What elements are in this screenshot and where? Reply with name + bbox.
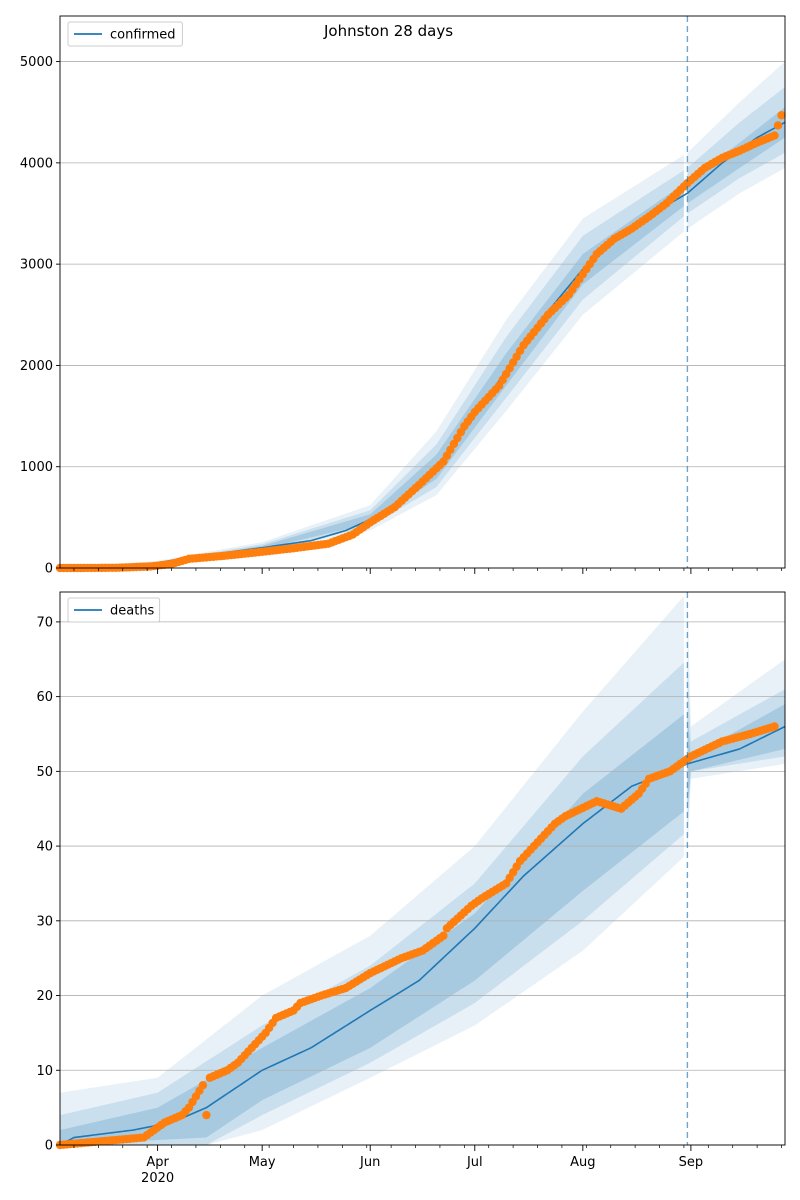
deaths-plot-frame [59, 591, 786, 1146]
legend-label-confirmed: confirmed [110, 28, 176, 43]
y-tick-label: 0 [45, 562, 53, 577]
observed-point [770, 131, 779, 140]
uncertainty-band-2-part-2 [687, 659, 785, 832]
confirmed-observed-points [55, 111, 786, 573]
chart-title: Johnston 28 days [323, 22, 453, 40]
confirmed-y-axis: 0 1000 2000 3000 4000 5000 [20, 55, 60, 577]
y-tick-label: 2000 [20, 359, 53, 374]
confirmed-legend: confirmed [67, 21, 183, 47]
uncertainty-band-1-part-2 [687, 592, 785, 854]
y-tick-label: 40 [36, 840, 53, 855]
deaths-observed-points [55, 722, 779, 1150]
x-tick-label: Jun [359, 1155, 380, 1170]
x-tick-label: May [249, 1155, 276, 1170]
deaths-y-axis: 0 10 20 30 40 50 60 70 [36, 615, 60, 1154]
y-tick-label: 60 [36, 690, 53, 705]
legend-box [67, 597, 161, 623]
y-tick-label: 1000 [20, 460, 53, 475]
observed-point [773, 121, 783, 130]
x-tick-label: Sep [679, 1155, 704, 1170]
confirmed-chart: 0 1000 2000 3000 4000 5000 Johnston 28 days c… [20, 15, 786, 577]
observed-point [198, 1081, 208, 1090]
uncertainty-band-2-part-1 [60, 662, 684, 1145]
y-tick-label: 50 [36, 765, 53, 780]
legend-label-deaths: deaths [110, 604, 155, 619]
x-tick-label: Apr [146, 1155, 169, 1170]
confirmed-plot-frame [59, 15, 786, 569]
x-tick-sublabel: 2020 [141, 1171, 174, 1186]
y-tick-label: 70 [36, 615, 53, 630]
observed-point [770, 722, 779, 731]
observed-point [439, 931, 448, 940]
legend-box [67, 21, 183, 47]
observed-point [777, 111, 786, 120]
uncertainty-band-1-part-1 [60, 154, 684, 568]
uncertainty-band-1-part-2 [687, 61, 785, 229]
confirmed-x-axis [73, 568, 782, 574]
observed-point [202, 1110, 211, 1120]
x-tick-label: Jul [466, 1155, 483, 1170]
y-tick-label: 20 [36, 989, 53, 1004]
x-tick-label: Aug [570, 1155, 595, 1170]
uncertainty-band-1-part-1 [60, 595, 684, 1145]
y-tick-label: 4000 [20, 156, 53, 171]
y-tick-label: 5000 [20, 55, 53, 70]
deaths-legend: deaths [67, 597, 161, 623]
y-tick-label: 30 [36, 914, 53, 929]
y-tick-label: 10 [36, 1064, 53, 1079]
y-tick-label: 0 [45, 1139, 53, 1154]
y-tick-label: 3000 [20, 258, 53, 273]
